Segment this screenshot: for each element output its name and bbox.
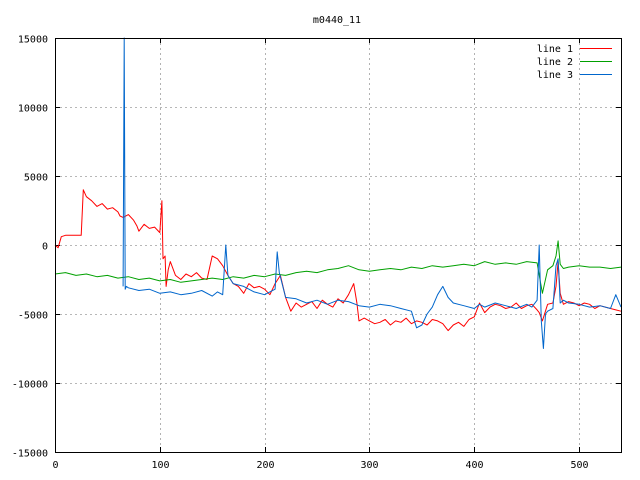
chart-title: m0440_11 — [313, 15, 361, 26]
x-tick-label: 200 — [256, 460, 274, 471]
y-tick-label: -15000 — [12, 449, 48, 460]
x-tick-label: 300 — [360, 460, 378, 471]
plot-frame — [55, 38, 622, 453]
series-lines — [54, 37, 622, 349]
y-tick-label: 15000 — [18, 35, 48, 46]
grid-lines — [55, 38, 621, 452]
y-tick-label: 10000 — [18, 104, 48, 115]
y-tick-label: -10000 — [12, 380, 48, 391]
x-tick-label: 400 — [465, 460, 483, 471]
x-tick-label: 0 — [52, 460, 58, 471]
x-tick-label: 500 — [570, 460, 588, 471]
series-line-2 — [54, 240, 622, 294]
legend: line 1 line 2 line 3 — [537, 44, 612, 81]
legend-label: line 3 — [537, 70, 573, 81]
x-tick-label: 100 — [151, 460, 169, 471]
y-tick-label: 5000 — [24, 173, 48, 184]
legend-label: line 1 — [537, 44, 573, 55]
legend-label: line 2 — [537, 57, 573, 68]
y-tick-label: -5000 — [18, 311, 48, 322]
series-line-3 — [122, 37, 622, 349]
y-tick-label: 0 — [42, 242, 48, 253]
